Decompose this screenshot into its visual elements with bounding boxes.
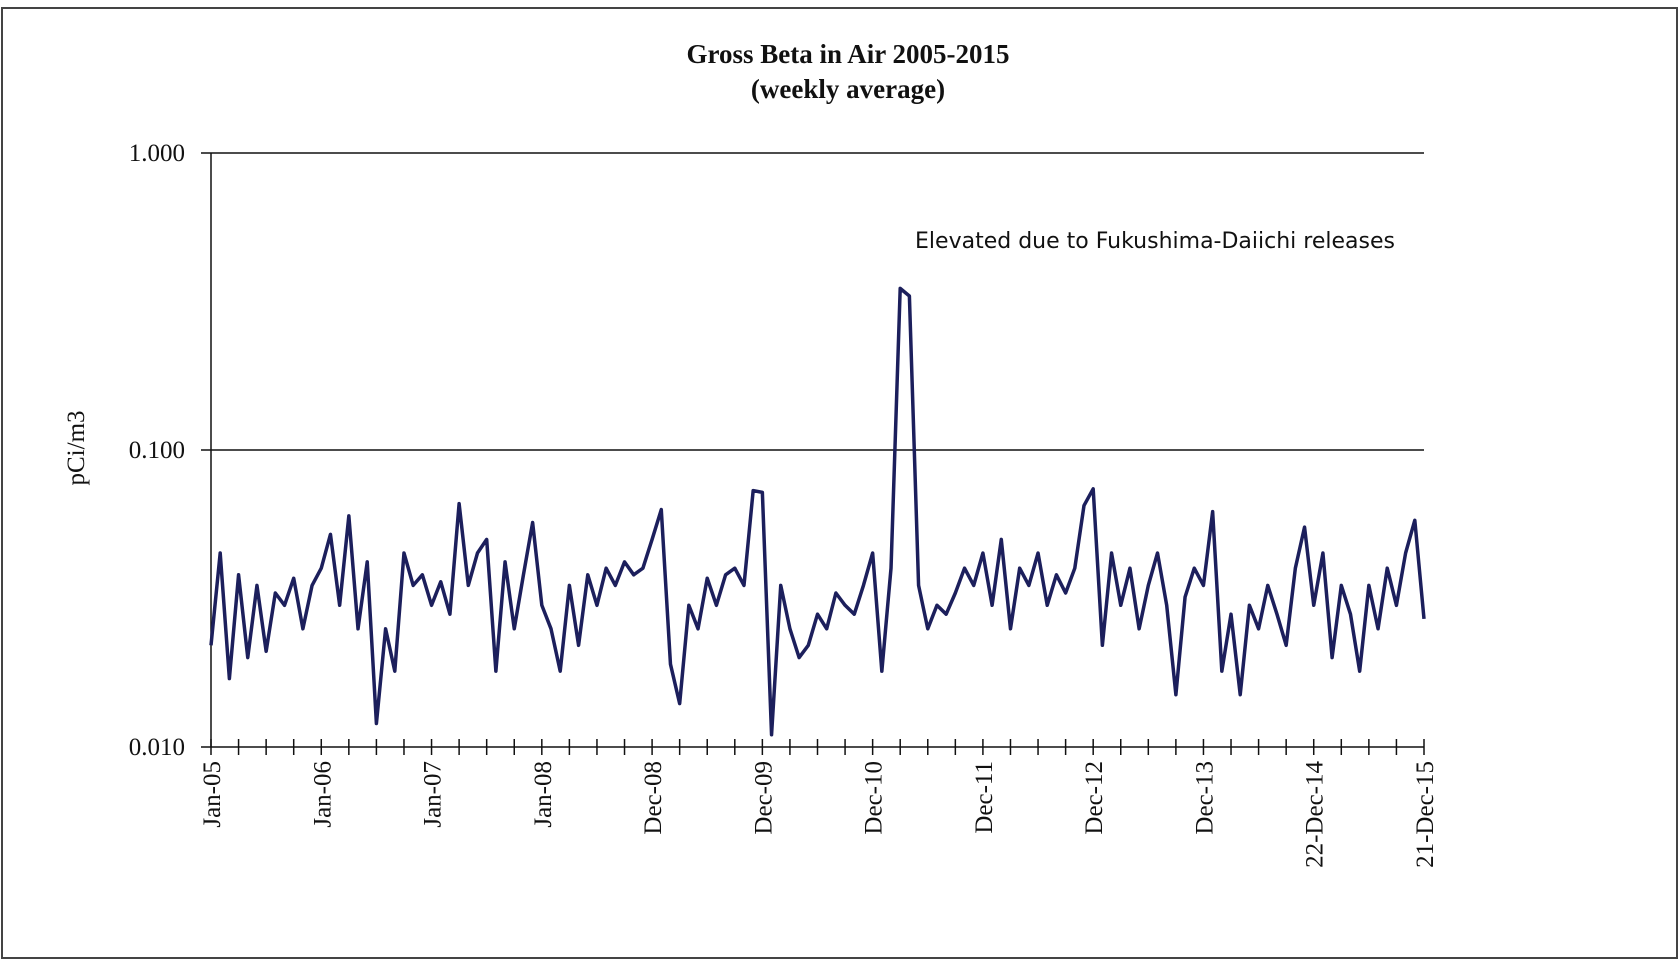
annotation: Elevated due to Fukushima-Daiichi releas… [915,229,1395,254]
x-tick-label: Dec-13 [1191,761,1218,835]
chart-subtitle: (weekly average) [751,74,945,104]
x-tick-label: Dec-10 [861,761,888,835]
x-tick-label: Dec-11 [971,761,998,834]
x-tick-label: Jan-05 [199,761,226,828]
x-tick-label: Jan-08 [530,761,557,828]
chart-title: Gross Beta in Air 2005-2015 [686,39,1009,69]
y-tick-label: 0.010 [129,734,185,761]
y-tick-label: 0.100 [129,437,185,464]
frame [1,7,1678,959]
x-tick-label: Dec-12 [1081,761,1108,835]
data-line [209,286,1426,737]
x-tick-label: Jan-06 [309,761,336,828]
x-tick-label: Jan-07 [420,761,447,828]
x-tick-label: 22-Dec-14 [1302,761,1329,868]
y-tick-label: 1.000 [129,140,185,167]
x-tick-label: Dec-09 [750,761,777,835]
x-tick-label: 21-Dec-15 [1412,761,1439,868]
y-axis-label: pCi/m3 [63,410,90,485]
x-tick-label: Dec-08 [640,761,667,835]
